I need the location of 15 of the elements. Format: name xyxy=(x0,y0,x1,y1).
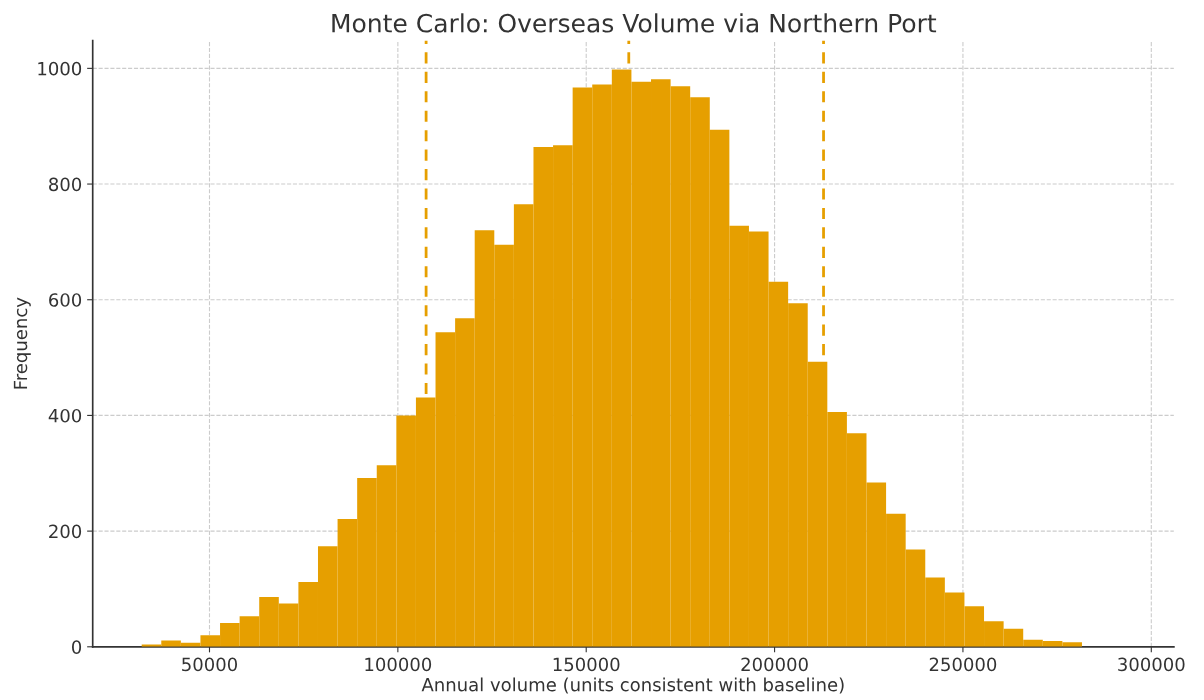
y-tick-label: 0 xyxy=(71,640,82,654)
y-tick-label: 800 xyxy=(49,177,82,192)
x-tick-label: 100000 xyxy=(365,657,432,672)
chart-title: Monte Carlo: Overseas Volume via Northern Port xyxy=(332,13,937,33)
x-tick-label: 200000 xyxy=(741,657,808,672)
x-tick-label: 150000 xyxy=(553,657,620,672)
y-tick-label: 1000 xyxy=(38,61,82,76)
x-tick-label: 300000 xyxy=(1118,657,1185,672)
x-axis-title: Annual volume (units consistent with baseline) xyxy=(421,677,844,694)
y-tick-label: 600 xyxy=(49,293,82,307)
y-axis-title: Frequency xyxy=(13,297,31,389)
x-tick-label: 250000 xyxy=(929,657,997,672)
x-tick-label: 50000 xyxy=(182,657,238,672)
y-tick-label: 400 xyxy=(48,408,82,423)
y-tick-label: 200 xyxy=(49,524,82,539)
